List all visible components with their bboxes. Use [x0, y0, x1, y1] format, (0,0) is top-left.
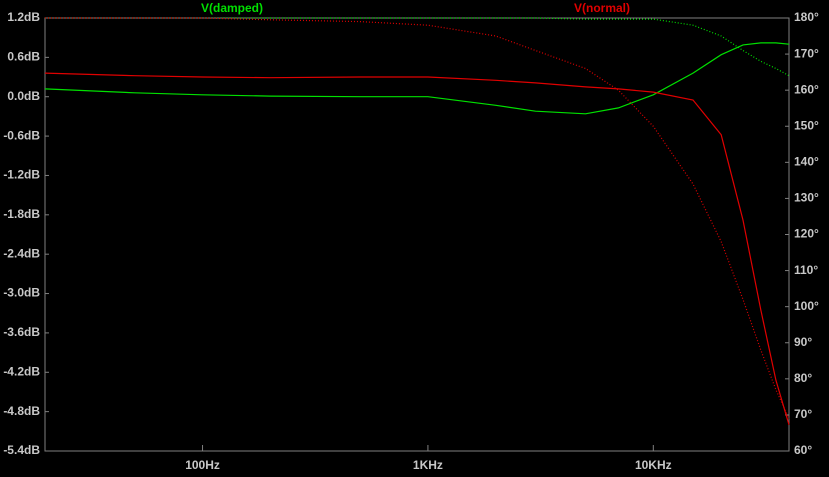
legend-entry: V(normal) — [574, 1, 630, 15]
y2-tick-label: 170° — [794, 46, 819, 60]
y-tick-label: -3.0dB — [3, 286, 40, 300]
phase-line — [45, 17, 790, 77]
y2-tick-label: 90° — [794, 335, 812, 349]
magnitude-line — [44, 72, 790, 425]
y2-tick-label: 80° — [794, 371, 812, 385]
y2-tick-label: 120° — [794, 227, 819, 241]
y-tick-label: -1.8dB — [3, 207, 40, 221]
y-tick-label: -4.8dB — [3, 404, 40, 418]
y2-tick-label: 70° — [794, 407, 812, 421]
y-tick-label: 1.2dB — [7, 10, 40, 24]
y-tick-label: -5.4dB — [3, 443, 40, 457]
y2-tick-label: 60° — [794, 443, 812, 457]
phase-line — [45, 17, 790, 419]
y2-tick-label: 180° — [794, 10, 819, 24]
y-tick-label: -0.6dB — [3, 128, 40, 142]
plot-frame — [44, 17, 790, 452]
y-tick-label: 0.6dB — [7, 50, 40, 64]
x-tick-label: 100Hz — [185, 458, 220, 472]
magnitude-line — [44, 42, 790, 115]
y-tick-label: -3.6dB — [3, 325, 40, 339]
y-tick-label: 0.0dB — [7, 89, 40, 103]
y2-tick-label: 130° — [794, 191, 819, 205]
x-tick-label: 10KHz — [635, 458, 672, 472]
y2-tick-label: 110° — [794, 263, 818, 277]
y2-tick-label: 100° — [794, 299, 819, 313]
y-tick-label: -2.4dB — [3, 246, 40, 260]
y2-tick-label: 150° — [794, 118, 819, 132]
legend-entry: V(damped) — [201, 1, 263, 15]
x-tick-label: 1KHz — [413, 458, 443, 472]
y-tick-label: -1.2dB — [3, 168, 40, 182]
y2-tick-label: 160° — [794, 82, 819, 96]
y-tick-label: -4.2dB — [3, 364, 40, 378]
y2-tick-label: 140° — [794, 155, 819, 169]
